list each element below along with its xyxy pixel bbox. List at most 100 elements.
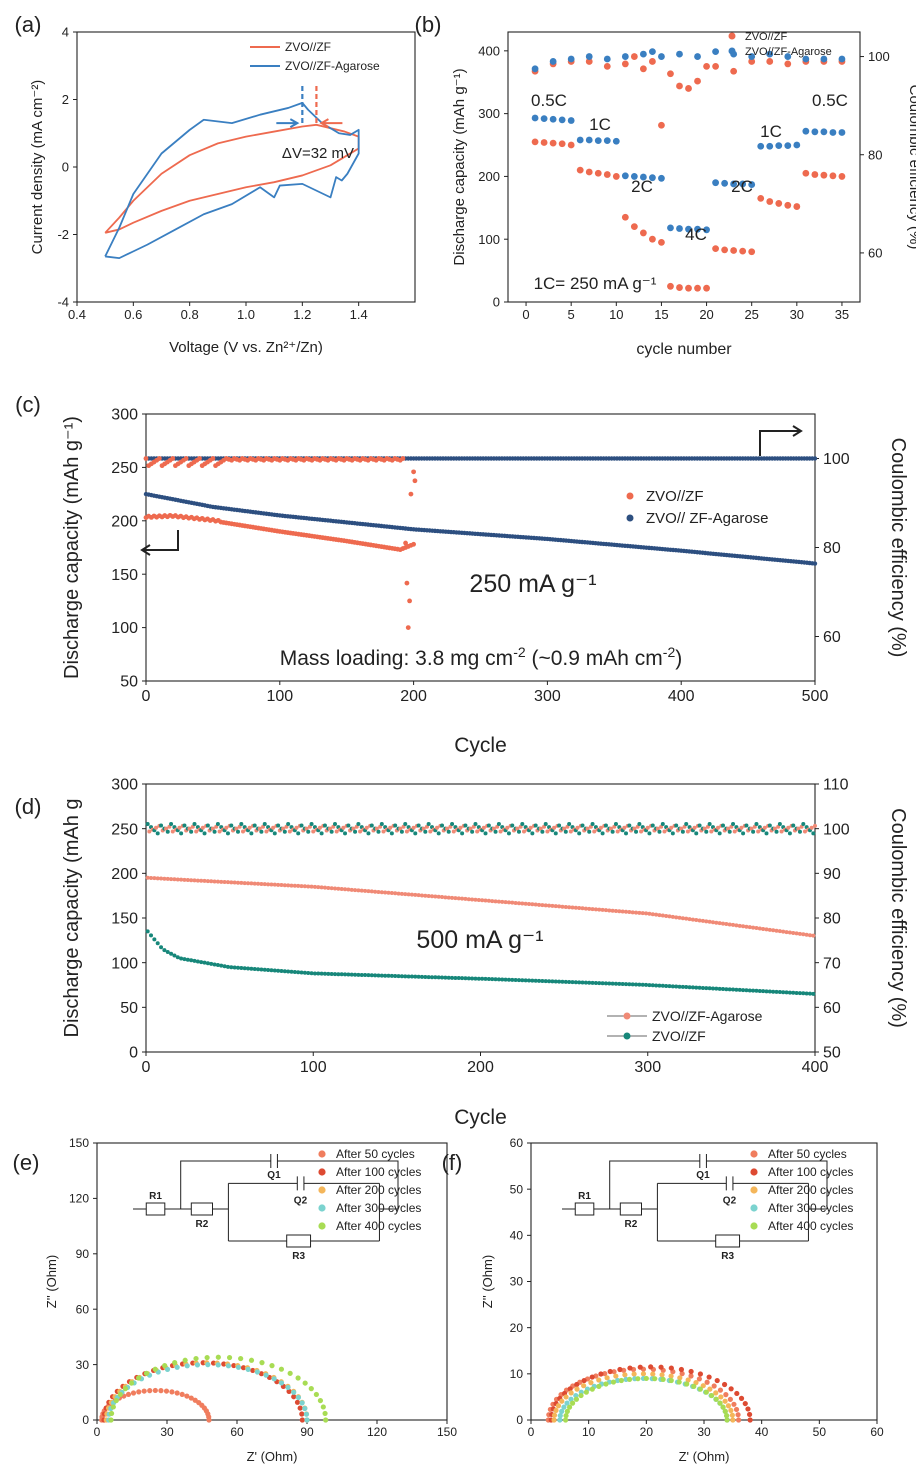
point-b-0-28: [784, 201, 792, 209]
point-d-ce-zf-239: [543, 821, 548, 826]
xtick-a-tick-label-2: 0.8: [181, 307, 199, 322]
point-d-ce-agarose-187: [458, 825, 463, 830]
point-f-4-26: [717, 1400, 723, 1406]
point-f-1-16: [658, 1364, 664, 1370]
point-d-cap-zf-291: [630, 982, 635, 987]
point-d-cap-zf-269: [593, 981, 598, 986]
xtick-f-tick-label-3: 30: [697, 1425, 711, 1439]
point-d-cap-zf-195: [470, 976, 475, 981]
point-b-2-12: [685, 85, 692, 92]
point-d-cap-zf-11: [162, 948, 167, 953]
xtick-c-tick-label-4: 400: [668, 688, 695, 705]
ytick-right-b-tick-label-1: 80: [868, 147, 882, 162]
point-d-cap-agarose-253: [567, 905, 572, 910]
point-d-cap-zf-115: [336, 972, 341, 977]
point-f-2-25: [718, 1394, 724, 1400]
circuit-f-w2: [609, 1160, 700, 1209]
point-d-cap-zf-1: [145, 929, 150, 934]
point-d-ce-agarose-291: [632, 826, 637, 831]
point-d-cap-zf-339: [710, 986, 715, 991]
point-d-cap-agarose-67: [256, 881, 261, 886]
point-d-cap-zf-161: [413, 974, 418, 979]
point-d-ce-agarose-53: [234, 826, 239, 831]
point-b-2-9: [658, 121, 665, 129]
point-d-cap-zf-225: [520, 978, 525, 983]
point-d-cap-agarose-243: [550, 903, 555, 908]
point-f-3-12: [615, 1377, 621, 1384]
point-d-ce-agarose-389: [796, 826, 801, 831]
point-d-ce-zf-393: [801, 821, 806, 826]
point-c-ce-zf-192: [400, 456, 406, 461]
ytick-a-tick-label-0: -4: [57, 295, 69, 310]
legend-b-marker-0: [728, 32, 736, 40]
point-d-cap-zf-89: [292, 970, 297, 975]
point-d-cap-agarose-201: [480, 898, 485, 903]
point-d-cap-agarose-43: [215, 879, 220, 884]
point-f-4-28: [722, 1408, 728, 1414]
point-d-ce-agarose-333: [702, 826, 707, 831]
point-c-ce-zf-50: [210, 456, 216, 461]
point-d-ce-agarose-47: [224, 825, 229, 830]
point-d-ce-zf-107: [322, 823, 327, 828]
circuit-e-q1: [270, 1154, 278, 1168]
point-d-cap-zf-281: [613, 981, 618, 986]
point-d-ce-zf-259: [577, 831, 582, 836]
ytick-e-tick-label-1: 30: [76, 1358, 90, 1372]
point-d-cap-agarose-171: [429, 894, 434, 899]
point-b-3-9: [676, 50, 683, 58]
point-d-cap-agarose-331: [697, 918, 702, 923]
point-d-ce-zf-195: [470, 829, 475, 834]
point-d-ce-agarose-57: [241, 829, 246, 834]
point-d-cap-zf-315: [670, 984, 675, 989]
point-d-cap-zf-137: [373, 973, 378, 978]
point-d-cap-agarose-121: [346, 887, 351, 892]
point-d-ce-zf-231: [530, 831, 535, 836]
point-d-ce-agarose-75: [271, 825, 276, 830]
point-b-0-13: [649, 235, 656, 243]
point-b-1-8: [603, 137, 611, 145]
ylabel-right-b: Coulombic efficiency (%): [906, 85, 916, 250]
point-d-cap-zf-227: [523, 978, 528, 983]
point-b-1-34: [838, 129, 846, 136]
point-d-cap-agarose-287: [624, 909, 629, 914]
point-d-ce-agarose-39: [210, 826, 215, 831]
point-c-ce-zf-drop-2: [407, 598, 412, 604]
ytick-f-tick-label-2: 20: [510, 1321, 524, 1335]
point-d-ce-zf-183: [450, 821, 455, 826]
point-b-0-18: [694, 284, 701, 292]
point-f-2-28: [728, 1407, 734, 1414]
ytick-right-b-tick-label-0: 60: [868, 245, 882, 260]
point-b-3-13: [748, 53, 756, 60]
point-d-cap-zf-55: [235, 965, 240, 970]
point-b-0-20: [712, 245, 719, 253]
point-d-cap-zf-197: [473, 976, 478, 981]
ytick-right-b-tick-label-2: 100: [868, 49, 890, 64]
point-e-1-30: [299, 1417, 305, 1423]
note-c: Mass loading: 3.8 mg cm-2 (~0.9 mAh cm-2…: [280, 644, 682, 670]
point-f-2-24: [713, 1390, 719, 1396]
arrow-a-red: [319, 118, 343, 128]
xlabel-d: Cycle: [454, 1106, 507, 1129]
point-b-2-18: [766, 58, 774, 65]
point-d-cap-agarose-29: [192, 878, 197, 883]
point-c-ce-zf-40: [197, 456, 202, 461]
point-d-cap-zf-379: [777, 990, 782, 995]
point-d-cap-agarose-123: [349, 887, 354, 892]
point-d-ce-zf-197: [473, 821, 478, 826]
point-d-ce-agarose-393: [802, 829, 807, 834]
point-b-1-26: [766, 142, 774, 150]
point-d-cap-zf-331: [697, 985, 702, 990]
xtick-e-tick-label-4: 120: [367, 1425, 387, 1439]
point-d-cap-agarose-85: [286, 883, 291, 888]
point-d-cap-agarose-37: [205, 879, 210, 884]
point-b-0-25: [757, 194, 765, 202]
point-d-cap-zf-37: [205, 961, 210, 966]
point-e-0-10: [125, 1391, 132, 1398]
point-d-cap-agarose-175: [436, 894, 441, 899]
point-d-cap-agarose-49: [225, 880, 230, 885]
point-d-ce-zf-133: [366, 831, 371, 836]
point-d-cap-zf-21: [179, 956, 184, 961]
legend-e-marker-0: [318, 1150, 326, 1158]
point-d-cap-agarose-271: [597, 907, 602, 912]
point-b-0-12: [639, 229, 647, 237]
